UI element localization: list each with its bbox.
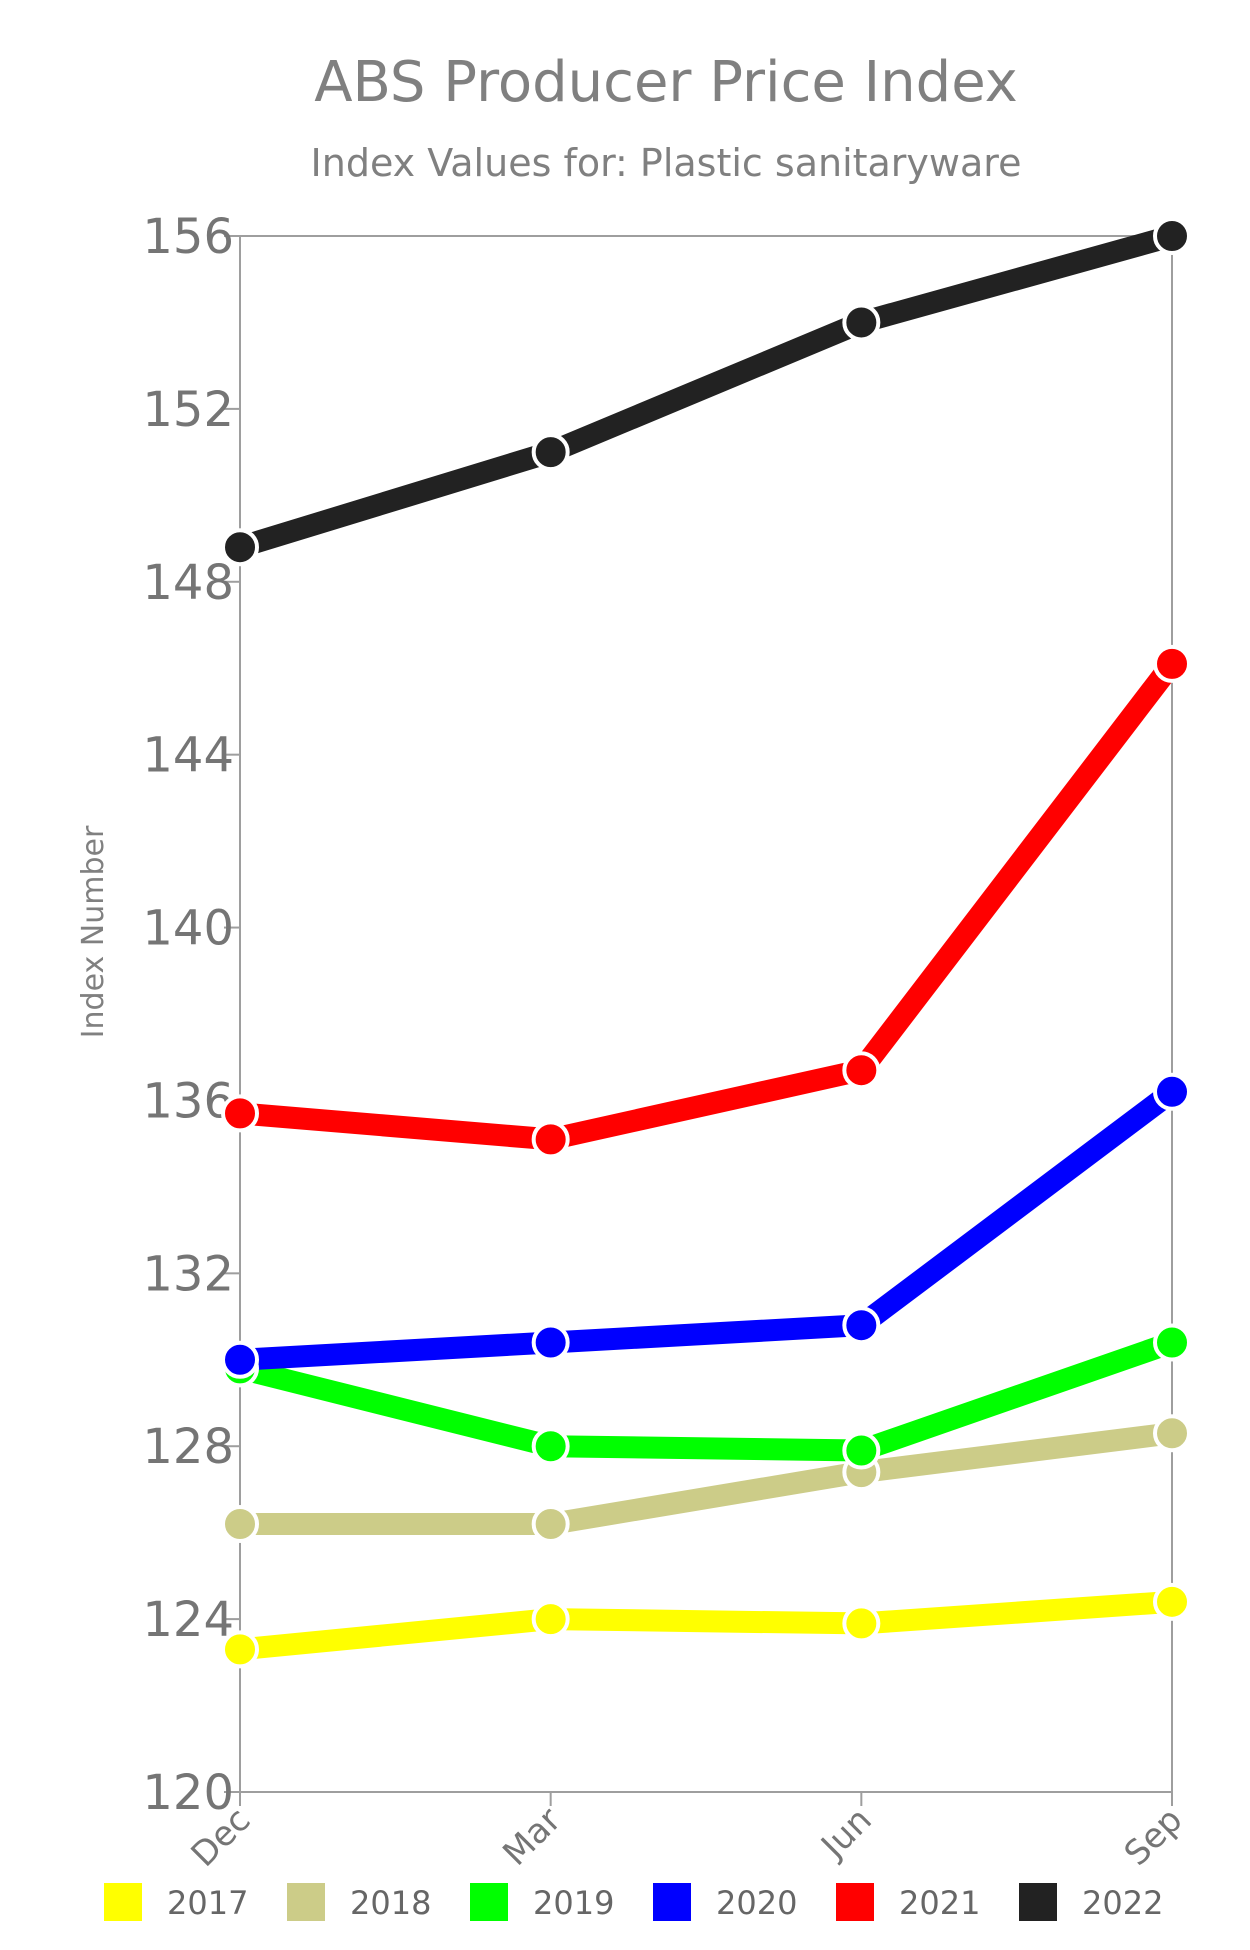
data-point-2017	[531, 1600, 570, 1639]
chart-subtitle: Index Values for: Plastic sanitaryware	[311, 141, 1022, 185]
legend-label-2019: 2019	[533, 1884, 614, 1922]
legend-label-2021: 2021	[899, 1884, 980, 1922]
legend-swatch-2020	[653, 1883, 691, 1921]
data-point-2018	[1153, 1414, 1191, 1453]
x-tick-label: Jun	[812, 1800, 879, 1867]
legend-label-2018: 2018	[350, 1884, 431, 1922]
data-point-2017	[221, 1630, 259, 1669]
series-line-2017	[229, 1590, 1183, 1661]
y-tick-label: 132	[142, 1246, 234, 1302]
y-axis-label: Index Number	[76, 825, 111, 1038]
data-point-2019	[531, 1427, 570, 1466]
data-point-2019	[1153, 1323, 1191, 1362]
data-point-2022	[531, 433, 570, 472]
data-point-2021	[531, 1120, 570, 1159]
legend-swatch-2022	[1019, 1883, 1057, 1921]
legend-label-2022: 2022	[1082, 1884, 1163, 1922]
series-lines	[229, 225, 1183, 1661]
data-point-2021	[1153, 644, 1191, 683]
series-points	[221, 217, 1191, 1669]
y-tick-label: 136	[142, 1073, 234, 1129]
data-point-2020	[221, 1340, 259, 1379]
data-point-2019	[842, 1431, 881, 1470]
x-axis: Dec Mar Jun Sep	[184, 1792, 1191, 1875]
legend-label-2020: 2020	[716, 1884, 797, 1922]
y-tick-label: 140	[142, 901, 234, 957]
y-axis: 120 124 128 132 136 140 144 148 152 156	[142, 209, 240, 1821]
data-point-2020	[1153, 1072, 1191, 1111]
y-tick-label: 148	[142, 555, 234, 611]
legend-label-2017: 2017	[167, 1884, 248, 1922]
series-line-2021	[229, 652, 1183, 1151]
x-tick-label: Sep	[1117, 1800, 1191, 1874]
y-tick-label: 152	[142, 382, 234, 438]
x-tick-label: Mar	[495, 1800, 569, 1874]
data-point-2022	[221, 528, 259, 567]
y-tick-label: 128	[142, 1419, 234, 1475]
legend-swatch-2018	[287, 1883, 325, 1921]
data-point-2022	[1153, 217, 1191, 255]
data-point-2020	[842, 1306, 881, 1345]
y-tick-label: 156	[142, 209, 234, 265]
legend-swatch-2017	[104, 1883, 142, 1921]
legend-swatch-2019	[470, 1883, 508, 1921]
data-point-2021	[221, 1094, 259, 1133]
data-point-2017	[1153, 1582, 1191, 1621]
legend: 2017 2018 2019 2020 2021 2022	[104, 1883, 1163, 1922]
data-point-2022	[842, 303, 881, 342]
data-point-2018	[531, 1505, 570, 1544]
plot-border	[239, 235, 1173, 1793]
data-point-2017	[842, 1604, 881, 1643]
plot-area	[239, 235, 1173, 1793]
y-tick-label: 124	[142, 1592, 234, 1648]
series-line-2022	[229, 225, 1183, 559]
legend-swatch-2021	[836, 1883, 874, 1921]
series-line-2020	[229, 1080, 1183, 1371]
series-line-2019	[229, 1331, 1183, 1462]
data-point-2021	[842, 1051, 881, 1090]
y-tick-label: 144	[142, 728, 234, 784]
data-point-2020	[531, 1323, 570, 1362]
data-point-2018	[221, 1505, 259, 1544]
y-tick-label: 120	[142, 1765, 234, 1821]
chart-title: ABS Producer Price Index	[314, 50, 1018, 115]
series-line-2018	[229, 1422, 1183, 1536]
